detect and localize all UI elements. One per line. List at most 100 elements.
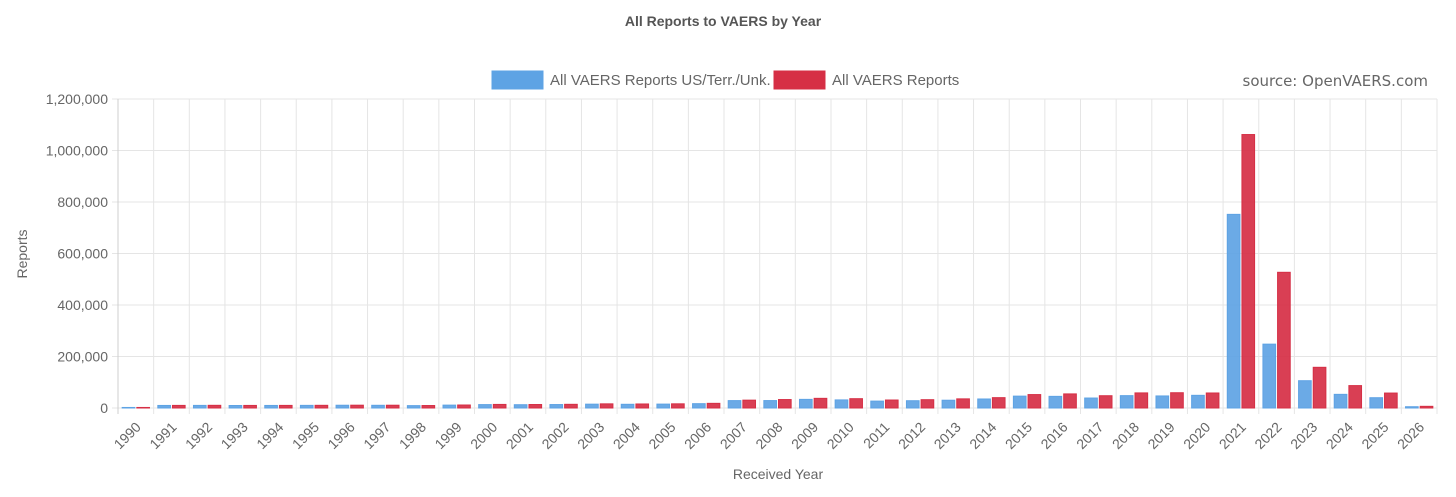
bar-us-terr-unk-1991[interactable] xyxy=(157,404,171,409)
bar-all-reports-1994[interactable] xyxy=(278,404,293,409)
bar-all-reports-2010[interactable] xyxy=(849,398,863,409)
bar-us-terr-unk-2000[interactable] xyxy=(478,404,492,409)
bar-us-terr-unk-1990[interactable] xyxy=(121,406,136,409)
x-tick-label: 1990 xyxy=(111,419,144,452)
bar-us-terr-unk-1996[interactable] xyxy=(335,404,350,409)
bar-all-reports-1996[interactable] xyxy=(350,404,364,409)
x-tick-label: 1993 xyxy=(218,419,251,452)
bar-all-reports-1990[interactable] xyxy=(136,406,150,409)
bar-us-terr-unk-2022[interactable] xyxy=(1262,343,1277,409)
bar-all-reports-2005[interactable] xyxy=(671,403,685,409)
bar-all-reports-2020[interactable] xyxy=(1205,392,1220,409)
bar-us-terr-unk-2006[interactable] xyxy=(692,403,706,409)
bar-us-terr-unk-2014[interactable] xyxy=(977,398,991,409)
bar-all-reports-2004[interactable] xyxy=(635,403,650,409)
bar-all-reports-1992[interactable] xyxy=(207,404,222,409)
bar-us-terr-unk-2020[interactable] xyxy=(1191,394,1205,409)
x-tick-label: 2012 xyxy=(895,419,928,452)
bar-all-reports-2006[interactable] xyxy=(706,402,721,409)
y-tick-label: 1,000,000 xyxy=(46,143,108,159)
bar-us-terr-unk-2013[interactable] xyxy=(941,399,956,409)
bar-us-terr-unk-2009[interactable] xyxy=(798,398,813,409)
y-tick-label: 1,200,000 xyxy=(46,91,108,107)
bar-all-reports-2025[interactable] xyxy=(1384,392,1398,409)
bar-all-reports-2002[interactable] xyxy=(564,403,578,409)
bar-us-terr-unk-1994[interactable] xyxy=(264,404,278,409)
bar-us-terr-unk-2011[interactable] xyxy=(870,400,884,409)
legend-label-all-reports[interactable]: All VAERS Reports xyxy=(832,72,959,89)
bar-us-terr-unk-1997[interactable] xyxy=(371,404,385,409)
bar-all-reports-2013[interactable] xyxy=(956,398,970,409)
bar-all-reports-1995[interactable] xyxy=(314,404,329,409)
x-tick-label: 2006 xyxy=(681,419,714,452)
bar-us-terr-unk-2024[interactable] xyxy=(1333,393,1348,409)
x-tick-label: 2004 xyxy=(610,419,643,452)
bar-us-terr-unk-2001[interactable] xyxy=(513,404,528,409)
bar-all-reports-2022[interactable] xyxy=(1277,271,1291,409)
bar-all-reports-2019[interactable] xyxy=(1170,392,1184,409)
legend[interactable]: All VAERS Reports US/Terr./Unk. All VAER… xyxy=(491,70,959,90)
x-tick-label: 2016 xyxy=(1037,419,1070,452)
bar-all-reports-2016[interactable] xyxy=(1063,393,1077,409)
x-tick-label: 1997 xyxy=(360,419,393,452)
bar-all-reports-2014[interactable] xyxy=(991,397,1006,409)
x-axis-title: Received Year xyxy=(733,466,824,482)
legend-label-us-terr-unk[interactable]: All VAERS Reports US/Terr./Unk. xyxy=(550,72,771,89)
bar-all-reports-1991[interactable] xyxy=(171,404,186,409)
bar-us-terr-unk-2026[interactable] xyxy=(1405,406,1419,409)
bar-all-reports-2003[interactable] xyxy=(599,403,614,409)
bar-all-reports-2012[interactable] xyxy=(920,399,935,409)
bar-all-reports-2011[interactable] xyxy=(884,399,899,409)
bar-us-terr-unk-2003[interactable] xyxy=(585,403,599,409)
bar-us-terr-unk-2021[interactable] xyxy=(1226,213,1241,409)
bar-us-terr-unk-2008[interactable] xyxy=(763,400,778,409)
bar-us-terr-unk-1999[interactable] xyxy=(442,404,457,409)
y-tick-label: 600,000 xyxy=(57,246,108,262)
bar-all-reports-2018[interactable] xyxy=(1134,392,1149,409)
bar-all-reports-1998[interactable] xyxy=(421,405,436,409)
x-tick-label: 2017 xyxy=(1073,419,1106,452)
bar-all-reports-1993[interactable] xyxy=(243,404,257,409)
bar-us-terr-unk-1993[interactable] xyxy=(228,405,243,409)
bar-all-reports-2001[interactable] xyxy=(528,404,543,409)
legend-swatch-all-reports[interactable] xyxy=(773,70,826,90)
bar-all-reports-2009[interactable] xyxy=(813,397,828,409)
y-axis-title: Reports xyxy=(14,229,30,278)
bar-us-terr-unk-2007[interactable] xyxy=(727,400,742,409)
grid xyxy=(112,98,1438,414)
bar-us-terr-unk-1995[interactable] xyxy=(299,404,314,409)
bars xyxy=(121,134,1434,409)
bar-us-terr-unk-2016[interactable] xyxy=(1048,395,1063,409)
bar-all-reports-2008[interactable] xyxy=(778,399,792,409)
legend-swatch-us-terr-unk[interactable] xyxy=(491,70,544,90)
bar-us-terr-unk-2019[interactable] xyxy=(1155,395,1170,409)
x-tick-label: 1996 xyxy=(324,419,357,452)
bar-us-terr-unk-2004[interactable] xyxy=(620,403,635,409)
bar-all-reports-1997[interactable] xyxy=(385,404,400,409)
source-label[interactable]: source: OpenVAERS.com xyxy=(1243,72,1429,90)
bar-us-terr-unk-2012[interactable] xyxy=(905,400,920,409)
bar-all-reports-2017[interactable] xyxy=(1098,395,1113,409)
bar-us-terr-unk-2010[interactable] xyxy=(834,399,849,409)
bar-all-reports-2021[interactable] xyxy=(1241,134,1256,409)
bar-all-reports-2026[interactable] xyxy=(1419,405,1434,409)
bar-all-reports-2024[interactable] xyxy=(1348,385,1363,409)
bar-us-terr-unk-1992[interactable] xyxy=(192,404,207,409)
bar-us-terr-unk-2015[interactable] xyxy=(1012,395,1027,409)
bar-all-reports-2007[interactable] xyxy=(742,399,757,409)
bar-all-reports-2000[interactable] xyxy=(492,403,507,409)
bar-us-terr-unk-2025[interactable] xyxy=(1369,397,1384,409)
bar-us-terr-unk-2023[interactable] xyxy=(1298,380,1312,409)
x-tick-label: 2014 xyxy=(966,419,999,452)
bar-all-reports-2015[interactable] xyxy=(1027,394,1042,409)
bar-us-terr-unk-2005[interactable] xyxy=(656,403,671,409)
bar-us-terr-unk-2018[interactable] xyxy=(1119,395,1134,409)
bar-us-terr-unk-1998[interactable] xyxy=(406,405,421,409)
bar-us-terr-unk-2002[interactable] xyxy=(549,404,564,409)
y-axis-ticks: 0 200,000 400,000 600,000 800,000 1,000,000 1,… xyxy=(46,91,109,416)
bar-us-terr-unk-2017[interactable] xyxy=(1084,397,1098,409)
x-axis-ticks: 1990 1991 1992 1993 1994 1995 1996 1997 1998 1999… xyxy=(111,419,1428,452)
bar-all-reports-1999[interactable] xyxy=(457,404,471,409)
bar-all-reports-2023[interactable] xyxy=(1312,366,1327,409)
